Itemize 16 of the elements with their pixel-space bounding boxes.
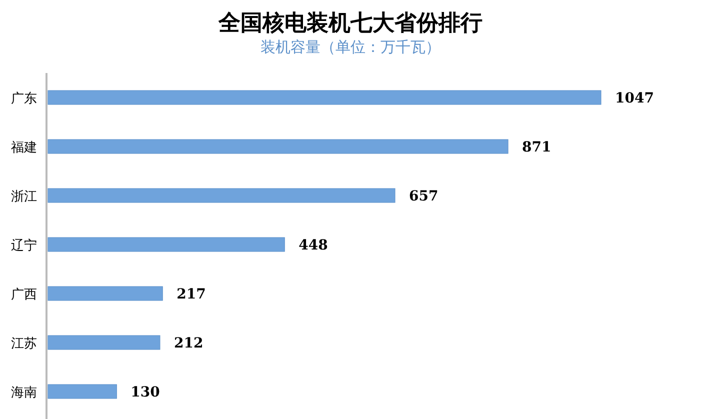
data-label: 871 xyxy=(522,140,552,156)
y-tick-label: 海南 xyxy=(11,386,37,400)
data-label: 448 xyxy=(298,238,328,254)
data-label: 657 xyxy=(409,188,438,204)
data-label: 217 xyxy=(176,286,206,302)
y-tick-label: 浙江 xyxy=(11,190,37,204)
y-tick-label: 广东 xyxy=(11,92,37,106)
data-label: 212 xyxy=(174,336,204,352)
data-label: 130 xyxy=(130,384,160,400)
y-tick-label: 辽宁 xyxy=(11,238,37,254)
y-tick-label: 福建 xyxy=(11,140,37,156)
y-tick-label: 江苏 xyxy=(11,336,37,352)
data-label: 1047 xyxy=(615,90,654,106)
chart-title: 全国核电装机七大省份排行 xyxy=(218,10,482,36)
y-tick-label: 广西 xyxy=(11,288,37,302)
chart-subtitle: 装机容量（单位：万千瓦） xyxy=(260,38,440,56)
